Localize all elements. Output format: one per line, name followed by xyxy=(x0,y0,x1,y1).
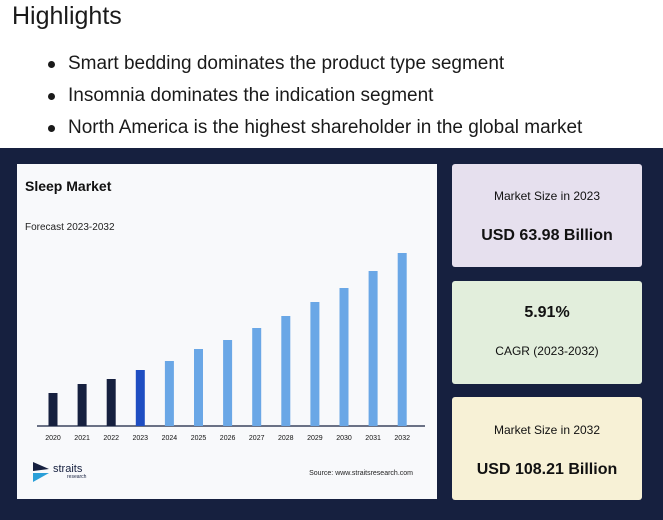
bar-2029 xyxy=(310,302,320,426)
bar-2026 xyxy=(223,340,233,426)
bullet-dot-icon xyxy=(48,93,55,100)
bar-2023 xyxy=(135,370,145,426)
x-tick-label: 2021 xyxy=(74,435,90,442)
source-note: Source: www.straitsresearch.com xyxy=(309,470,413,477)
bar-2032 xyxy=(397,253,407,426)
highlight-text: Smart bedding dominates the product type… xyxy=(68,53,505,74)
x-tick-label: 2027 xyxy=(249,435,265,442)
chart-title: Sleep Market xyxy=(25,178,112,194)
highlight-text: North America is the highest shareholder… xyxy=(68,117,583,138)
highlight-item: North America is the highest shareholder… xyxy=(48,112,582,144)
bar-chart: 2020 2021 2022 2023 2024 2025 2026 2027 2028 2029… xyxy=(37,253,425,442)
straits-logo-icon xyxy=(33,462,49,482)
logo-subtext: research xyxy=(67,473,87,480)
x-tick-label: 2028 xyxy=(278,435,294,442)
bullet-dot-icon xyxy=(48,125,55,132)
bar-2021 xyxy=(77,384,87,426)
x-tick-label: 2032 xyxy=(394,435,410,442)
logo-text: straits xyxy=(53,462,83,475)
stat-label: Market Size in 2023 xyxy=(493,189,601,203)
straits-logo: straits research xyxy=(33,462,86,482)
x-tick-label: 2023 xyxy=(133,435,149,442)
page-heading: Highlights xyxy=(12,2,122,30)
x-tick-label: 2026 xyxy=(220,435,236,442)
x-tick-label: 2030 xyxy=(336,435,352,442)
highlights-list: Smart bedding dominates the product type… xyxy=(48,48,582,144)
chart-card: 2020 2021 2022 2023 2024 2025 2026 2027 2028 2029… xyxy=(17,164,437,499)
stat-value: USD 108.21 Billion xyxy=(476,461,618,478)
x-tick-label: 2031 xyxy=(365,435,381,442)
bar-2024 xyxy=(164,361,174,426)
highlight-text: Insomnia dominates the indication segmen… xyxy=(68,85,434,106)
x-tick-label: 2020 xyxy=(45,435,61,442)
stat-card-market-2032: Market Size in 2032 USD 108.21 Billion xyxy=(452,397,642,500)
stat-label: Market Size in 2032 xyxy=(493,423,601,437)
highlight-item: Insomnia dominates the indication segmen… xyxy=(48,80,582,112)
x-tick-label: 2022 xyxy=(103,435,119,442)
chart-subtitle: Forecast 2023-2032 xyxy=(25,222,115,233)
bar-2027 xyxy=(252,328,262,426)
bar-2022 xyxy=(106,379,116,426)
bar-2031 xyxy=(368,271,378,426)
bullet-dot-icon xyxy=(48,61,55,68)
x-tick-label: 2029 xyxy=(307,435,323,442)
bar-2028 xyxy=(281,316,291,426)
bar-2025 xyxy=(194,349,203,426)
bar-2020 xyxy=(48,393,58,426)
stat-label: CAGR (2023-2032) xyxy=(495,344,599,358)
x-tick-label: 2025 xyxy=(191,435,207,442)
stat-card-market-2023: Market Size in 2023 USD 63.98 Billion xyxy=(452,164,642,267)
highlight-item: Smart bedding dominates the product type… xyxy=(48,48,582,80)
bar-2030 xyxy=(339,288,349,426)
stat-card-cagr: 5.91% CAGR (2023-2032) xyxy=(452,281,642,384)
stat-value: 5.91% xyxy=(524,304,570,321)
x-tick-label: 2024 xyxy=(162,435,178,442)
stat-value: USD 63.98 Billion xyxy=(481,227,613,244)
